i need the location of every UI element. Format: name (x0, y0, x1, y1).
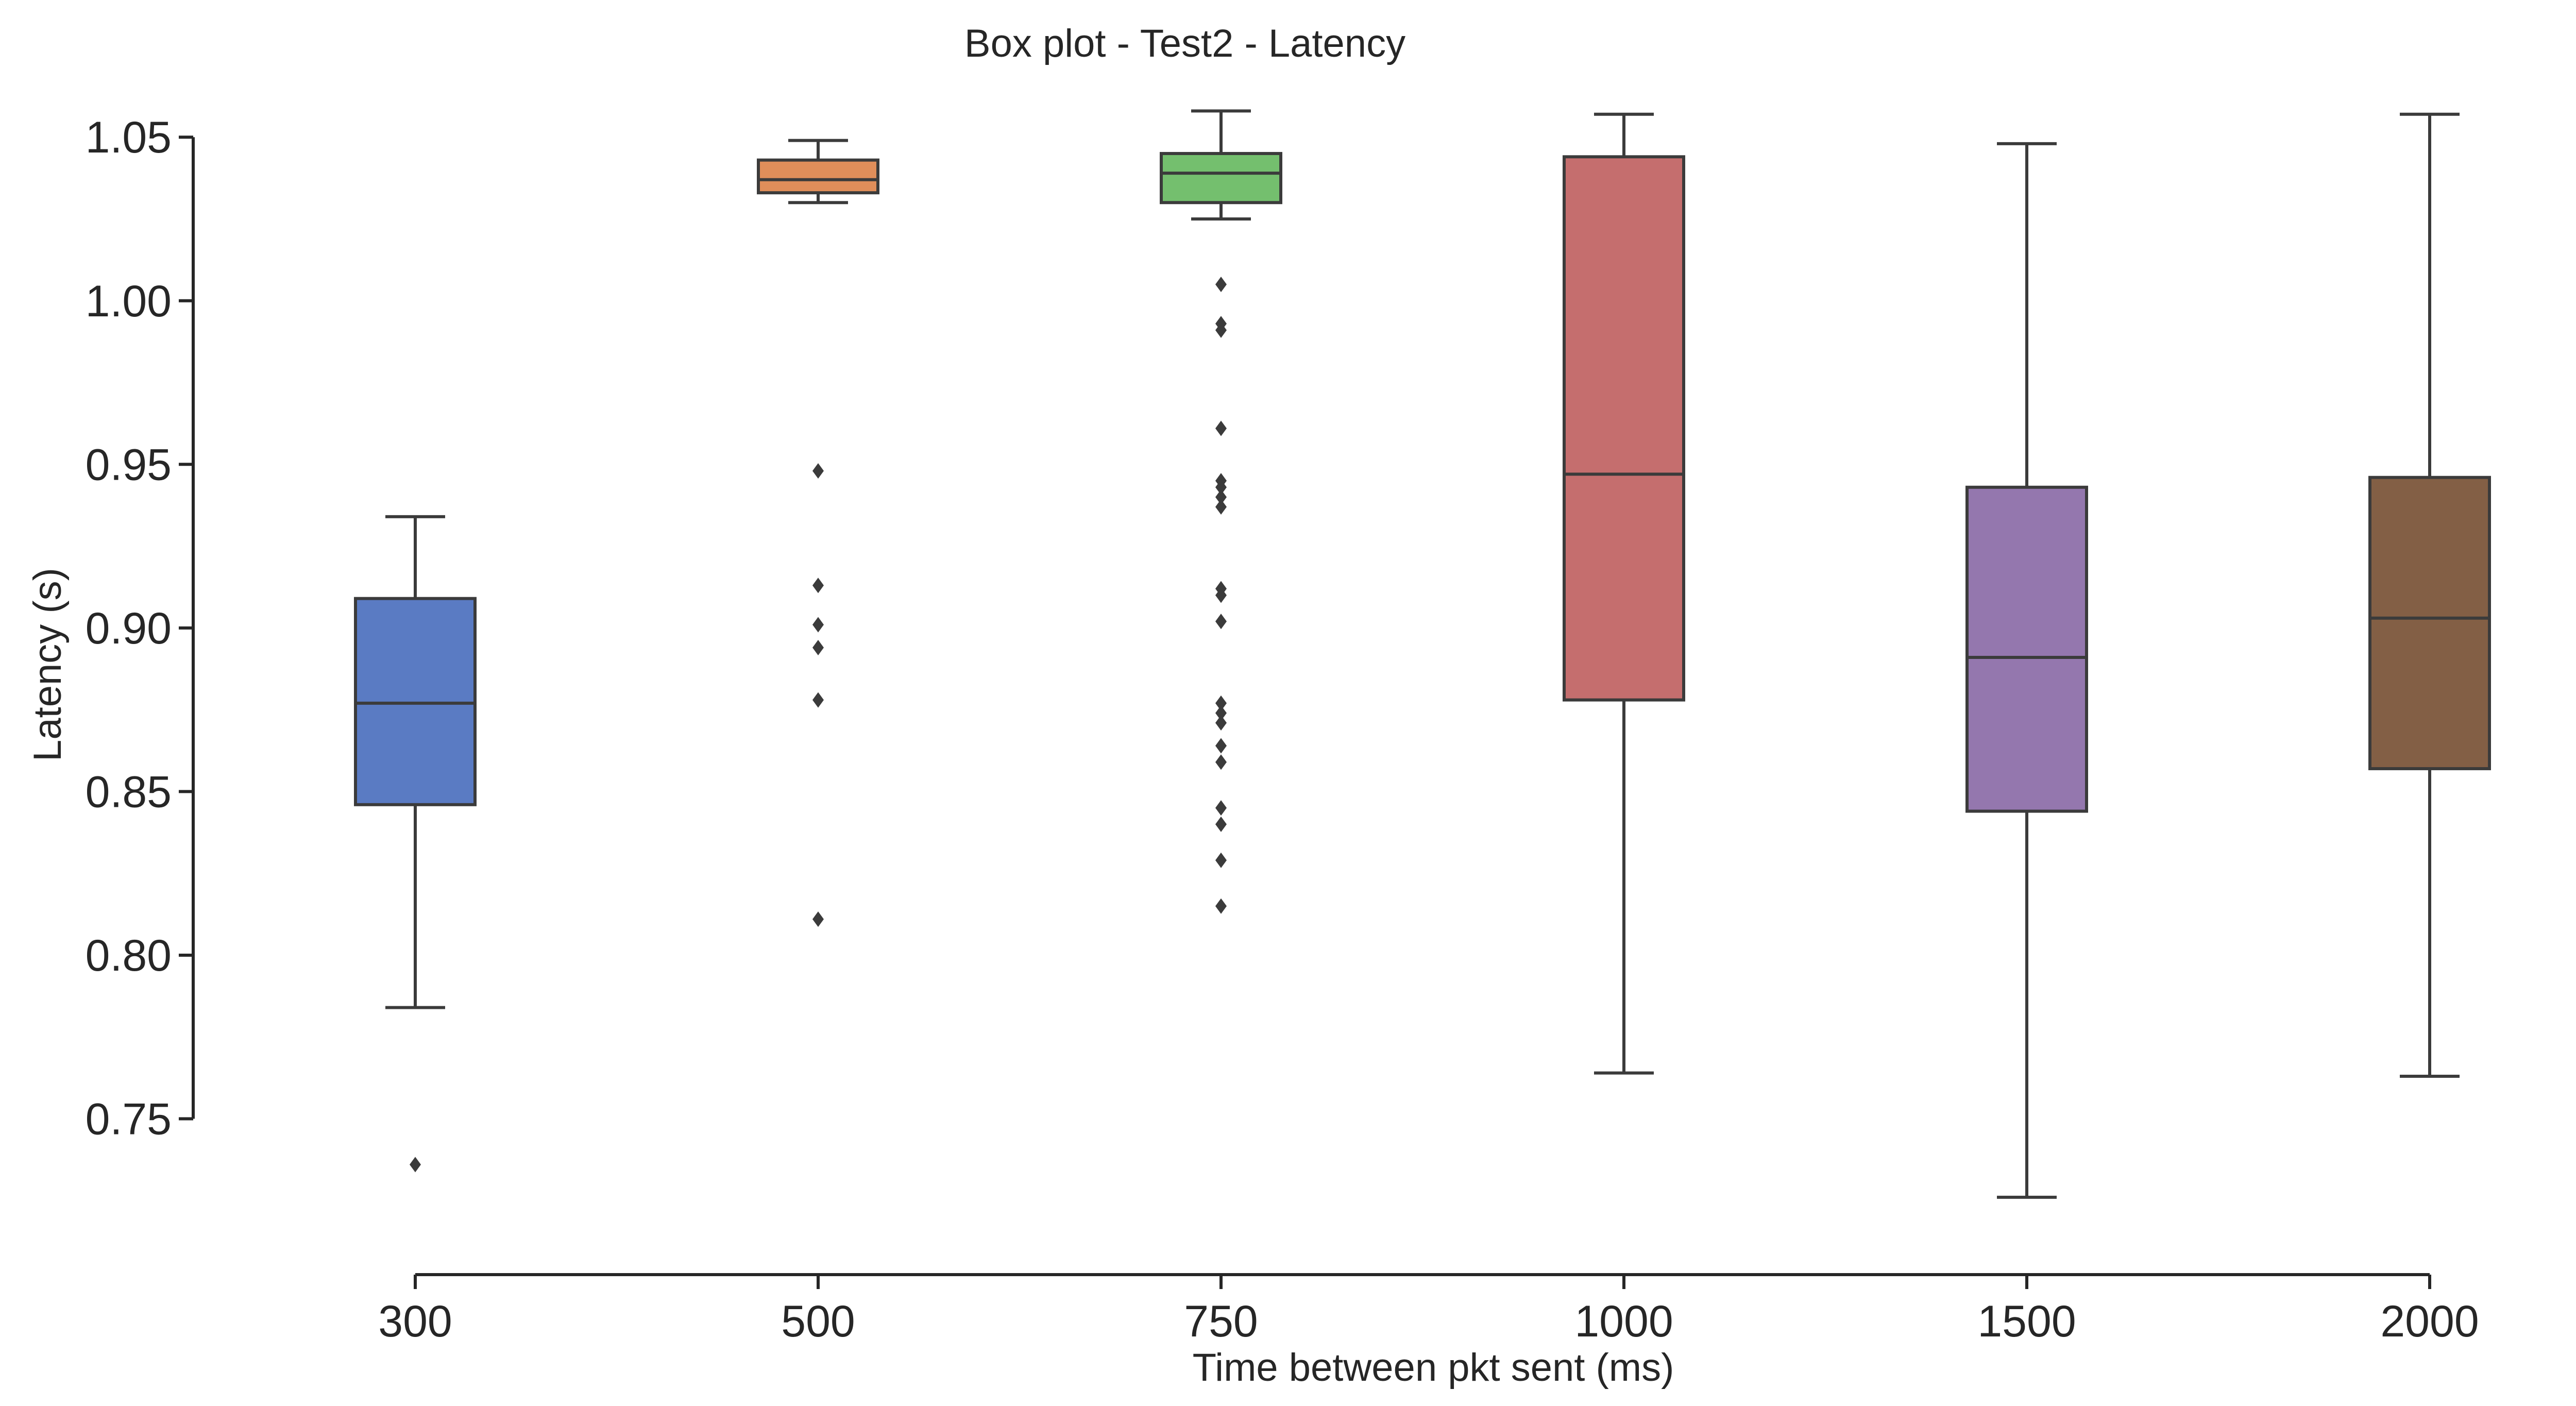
y-tick-label: 0.75 (86, 1095, 172, 1144)
y-tick-label: 0.90 (86, 604, 172, 653)
outlier-point (1215, 705, 1227, 721)
y-tick-label: 0.80 (86, 931, 172, 980)
y-tick-label: 0.95 (86, 440, 172, 489)
outlier-point (1215, 322, 1227, 338)
box-group-300 (354, 515, 477, 1173)
x-tick-label: 500 (781, 1297, 855, 1346)
outlier-point (1215, 479, 1227, 495)
y-axis-label: Latency (s) (26, 568, 70, 761)
box-iqr (757, 158, 879, 195)
x-tick-label: 2000 (2380, 1297, 2479, 1346)
outlier-point (812, 578, 824, 594)
outlier-point (1215, 587, 1227, 603)
outlier-point (1215, 277, 1227, 293)
outlier-point (812, 639, 824, 655)
boxes (354, 109, 2491, 1199)
x-axis-label: Time between pkt sent (ms) (1193, 1346, 1674, 1390)
outlier-point (1215, 898, 1227, 914)
y-tick-label: 1.00 (86, 277, 172, 326)
box-group-1500 (1965, 142, 2088, 1199)
x-tick-label: 1000 (1574, 1297, 1673, 1346)
outlier-point (1215, 715, 1227, 731)
outlier-point (1215, 852, 1227, 868)
x-tick-label: 750 (1184, 1297, 1258, 1346)
x-tick-label: 300 (378, 1297, 452, 1346)
y-axis: 0.75 0.80 0.85 0.90 0.95 1.00 1.05 (86, 113, 195, 1144)
box-iqr (1965, 485, 2088, 813)
outlier-point (1215, 800, 1227, 816)
outlier-point (812, 463, 824, 479)
x-axis: 300 500 750 1000 1500 2000 (378, 1273, 2479, 1346)
outlier-point (1215, 614, 1227, 630)
outlier-point (812, 911, 824, 927)
box-iqr (1563, 155, 1685, 702)
box-group-750 (1160, 109, 1282, 914)
chart-title: Box plot - Test2 - Latency (964, 22, 1405, 65)
y-tick-label: 1.05 (86, 113, 172, 162)
box-iqr (1160, 151, 1282, 205)
box-iqr (2368, 476, 2491, 770)
outlier-point (1215, 695, 1227, 711)
box-group-2000 (2368, 112, 2491, 1078)
outlier-point (410, 1157, 421, 1173)
box-group-500 (757, 139, 879, 927)
box-iqr (354, 597, 477, 806)
outlier-point (1215, 420, 1227, 436)
outlier-point (1215, 754, 1227, 770)
outlier-point (1215, 489, 1227, 505)
outlier-point (812, 692, 824, 708)
outlier-point (812, 617, 824, 633)
outlier-point (1215, 816, 1227, 832)
outlier-point (1215, 738, 1227, 754)
x-tick-label: 1500 (1977, 1297, 2076, 1346)
y-tick-label: 0.85 (86, 767, 172, 817)
outlier-point (1215, 499, 1227, 515)
box-group-1000 (1563, 112, 1685, 1075)
